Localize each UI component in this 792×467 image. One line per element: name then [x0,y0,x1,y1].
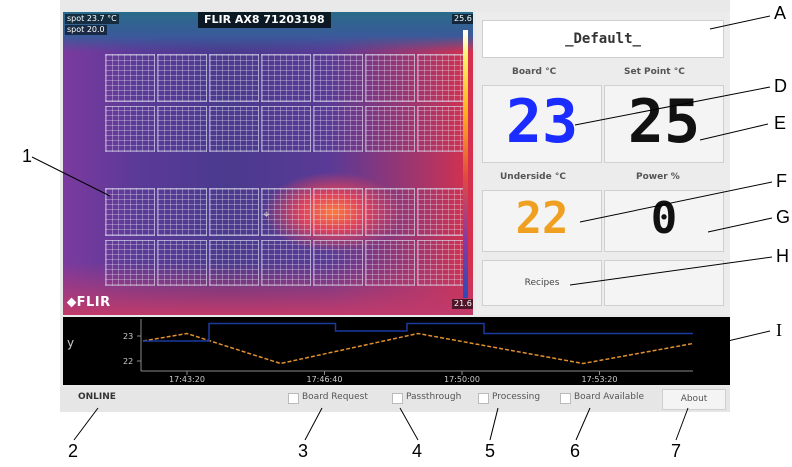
setpoint-display[interactable]: 25 [604,85,724,163]
pcb-tile [261,54,311,102]
pcb-tile [417,54,467,102]
spot1-label: spot [67,14,85,23]
pcb-tile [209,188,259,236]
pcb-tile [313,240,363,286]
pcb-tile [157,188,207,236]
pcb-tile [105,240,155,286]
setpoint-value: 25 [627,87,701,157]
recipe-name-box[interactable]: _Default_ [482,20,724,58]
annotation-F: F [776,171,787,191]
annotation-4: 4 [412,441,423,461]
spot2-value: 20.0 [86,25,105,34]
power-value: 0 [650,193,678,244]
annotation-A: A [774,3,787,23]
y-axis-label: y [67,336,74,350]
x-tick-label: 17:46:40 [307,375,343,384]
pcb-tile [313,106,363,152]
control-panel: _Default_ Board °C Set Point °C 23 25 Un… [476,12,730,315]
pcb-tile [261,240,311,286]
pcb-tile [365,240,415,286]
annotation-D: D [774,76,787,96]
annotation-E: E [774,113,787,133]
board-request-checkbox[interactable] [288,393,299,404]
empty-button[interactable] [604,260,724,306]
temperature-series-line [142,332,694,365]
recipe-name: _Default_ [565,31,641,47]
setpoint-label: Set Point °C [624,67,685,77]
underside-temp-display: 22 [482,190,602,252]
status-bar: ONLINE Board Request Passthrough Process… [60,387,730,412]
camera-title: FLIR AX8 71203198 [198,12,331,28]
thermal-camera-view[interactable]: spot 23.7 °C spot 20.0 FLIR AX8 71203198… [63,12,473,315]
temperature-trend-chart: y 23 22 17:43:20 17:46:40 17:50:00 17:53:20 [63,317,730,385]
thermal-gradient-bottom [63,262,473,315]
spot2-readout: spot 20.0 [65,25,107,35]
x-tick-label: 17:53:20 [582,375,618,384]
power-display: 0 [604,190,724,252]
pcb-tile [209,240,259,286]
pcb-tile [365,54,415,102]
board-temp-label: Board °C [512,67,557,77]
scale-min-label: 21.6 [452,299,473,309]
pcb-tile [209,54,259,102]
online-status: ONLINE [78,392,116,402]
pcb-tile [365,188,415,236]
pcb-tile [313,188,363,236]
pcb-tile [417,106,467,152]
board-temp-display: 23 [482,85,602,163]
annotation-H: H [776,246,789,266]
pcb-tile [105,106,155,152]
board-available-label: Board Available [574,392,645,402]
annotation-I: I [776,320,782,340]
annotation-5: 5 [485,441,496,461]
about-button-label: About [680,394,708,404]
underside-temp-label: Underside °C [500,172,566,182]
x-tick-label: 17:50:00 [444,375,480,384]
passthrough-label: Passthrough [406,392,462,402]
pcb-tile [261,106,311,152]
pcb-tile [157,106,207,152]
crosshair-icon: ⌖ [263,207,270,221]
annotation-7: 7 [671,441,682,461]
pcb-tile [157,54,207,102]
spot1-readout: spot 23.7 °C [65,14,119,24]
board-temp-value: 23 [505,87,579,157]
temperature-scale-bar [463,30,468,298]
pcb-tile [313,54,363,102]
pcb-tile [209,106,259,152]
processing-label: Processing [492,392,541,402]
underside-temp-value: 22 [515,193,569,244]
flir-diamond-icon: ⬥ [67,295,77,310]
annotation-6: 6 [570,441,581,461]
spot2-label: spot [67,25,85,34]
passthrough-checkbox[interactable] [392,393,403,404]
spot1-value: 23.7 °C [86,14,117,23]
board-available-checkbox[interactable] [560,393,571,404]
scale-max-label: 25.6 [452,14,473,24]
y-tick-label: 22 [123,357,133,366]
flir-logo: ⬥FLIR [67,295,111,310]
pcb-tile [105,54,155,102]
pcb-tile [365,106,415,152]
annotation-2: 2 [68,441,79,461]
trend-chart-svg: y 23 22 17:43:20 17:46:40 17:50:00 17:53:20 [67,319,694,384]
annotation-G: G [776,207,791,227]
annotation-1: 1 [22,146,33,166]
setpoint-series-line [143,322,693,342]
pcb-tile [157,240,207,286]
about-button[interactable]: About [662,389,726,410]
x-tick-label: 17:43:20 [169,375,205,384]
board-request-label: Board Request [302,392,368,402]
y-tick-label: 23 [123,332,133,341]
recipes-button-label: Recipes [524,278,560,288]
annotation-3: 3 [298,441,309,461]
power-label: Power % [636,172,680,182]
pcb-tile [261,188,311,236]
pcb-tile [105,188,155,236]
processing-checkbox[interactable] [478,393,489,404]
